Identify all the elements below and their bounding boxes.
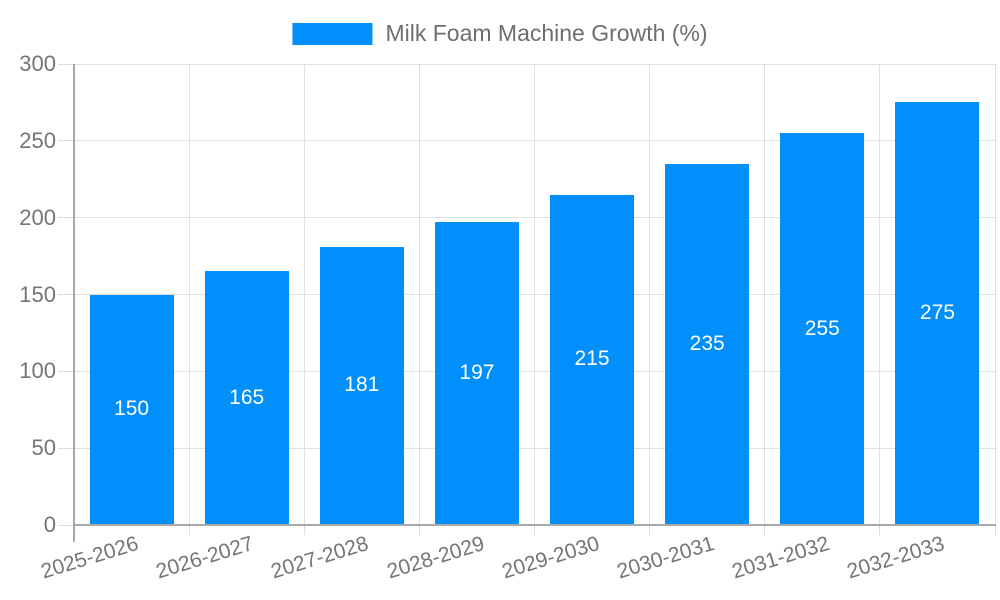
- y-axis-tick: [58, 370, 74, 372]
- y-axis-tick: [58, 447, 74, 449]
- x-gridline: [418, 64, 420, 525]
- y-axis-label: 250: [19, 127, 56, 153]
- x-gridline: [649, 64, 651, 525]
- y-axis-tick: [58, 63, 74, 65]
- bar-2032-2033[interactable]: 275: [895, 102, 980, 524]
- x-axis-tick: [649, 526, 651, 535]
- x-gridline: [994, 64, 996, 525]
- x-axis-tick: [188, 526, 190, 535]
- x-axis-tick: [994, 526, 996, 535]
- bar-value-label: 197: [459, 361, 495, 385]
- y-axis-label: 50: [31, 435, 56, 461]
- bar-2030-2031[interactable]: 235: [665, 163, 750, 524]
- x-axis-tick: [879, 526, 881, 535]
- x-axis-label: 2030-2031: [614, 532, 717, 584]
- x-axis-label: 2028-2029: [383, 532, 487, 584]
- x-axis-label: 2029-2030: [499, 532, 602, 584]
- x-axis-label: 2031-2032: [729, 532, 833, 584]
- bar-2028-2029[interactable]: 197: [434, 222, 519, 524]
- bar-value-label: 275: [919, 301, 955, 325]
- x-gridline: [534, 64, 535, 525]
- bar-value-label: 150: [114, 397, 150, 421]
- bar-value-label: 255: [804, 316, 840, 340]
- bar-value-label: 235: [689, 331, 725, 355]
- legend-item[interactable]: Milk Foam Machine Growth (%): [292, 20, 708, 47]
- bar-2029-2030[interactable]: 215: [550, 194, 635, 524]
- x-axis-tick: [303, 526, 305, 535]
- bar-2026-2027[interactable]: 165: [204, 271, 289, 524]
- y-axis-tick: [58, 217, 74, 219]
- bar-2025-2026[interactable]: 150: [89, 294, 174, 524]
- x-gridline: [879, 64, 881, 525]
- bar-value-label: 165: [229, 385, 265, 409]
- y-axis-tick: [58, 294, 74, 295]
- y-axis-label: 200: [19, 204, 56, 230]
- bar-value-label: 215: [574, 347, 610, 371]
- x-gridline: [188, 64, 190, 525]
- legend-label: Milk Foam Machine Growth (%): [385, 20, 708, 46]
- x-axis-tick: [534, 526, 535, 535]
- x-gridline: [764, 64, 766, 525]
- bar-value-label: 181: [344, 373, 380, 397]
- x-axis-label: 2026-2027: [153, 532, 257, 584]
- y-axis-label: 100: [19, 358, 56, 384]
- y-axis-line: [73, 64, 75, 542]
- bar-2031-2032[interactable]: 255: [780, 133, 865, 524]
- y-axis-tick: [58, 524, 74, 526]
- y-axis-label: 300: [19, 51, 56, 76]
- y-axis-tick: [58, 140, 74, 142]
- bar-2027-2028[interactable]: 181: [319, 246, 404, 524]
- x-axis-label: 2027-2028: [268, 532, 372, 584]
- x-axis-label: 2025-2026: [38, 532, 142, 584]
- legend-swatch: [292, 22, 373, 45]
- x-axis-tick: [764, 526, 766, 535]
- x-axis-tick: [418, 526, 420, 535]
- x-axis-label: 2032-2033: [844, 532, 948, 584]
- y-axis-label: 150: [19, 281, 56, 307]
- x-axis-line: [73, 524, 996, 526]
- y-axis-label: 0: [43, 512, 56, 537]
- x-gridline: [303, 64, 305, 525]
